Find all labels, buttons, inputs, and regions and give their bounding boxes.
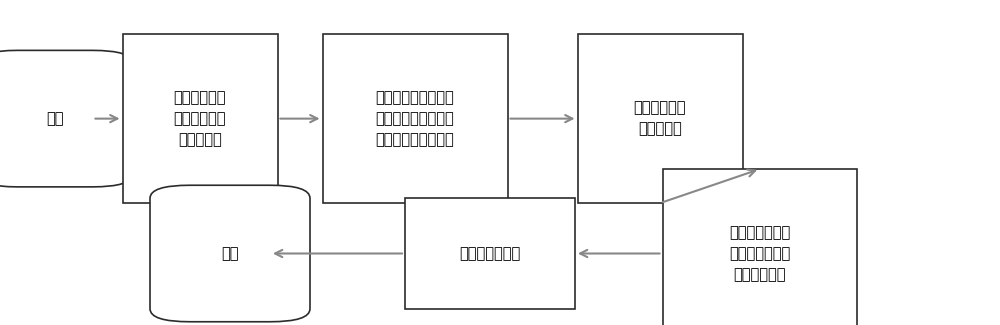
- FancyBboxPatch shape: [405, 198, 575, 309]
- FancyBboxPatch shape: [322, 34, 508, 203]
- Text: 建立行进规则
和换道规则: 建立行进规则 和换道规则: [634, 101, 686, 136]
- FancyBboxPatch shape: [0, 50, 132, 187]
- FancyBboxPatch shape: [123, 34, 278, 203]
- Text: 对车辆进行标记，建
立有信号灯参与的随
机分布车辆到达模型: 对车辆进行标记，建 立有信号灯参与的随 机分布车辆到达模型: [376, 90, 454, 147]
- Text: 开始: 开始: [46, 111, 64, 126]
- FancyBboxPatch shape: [662, 169, 857, 325]
- Text: 结束: 结束: [221, 246, 239, 261]
- Text: 将环岛及环道
划分成元胞并
建立坐标系: 将环岛及环道 划分成元胞并 建立坐标系: [174, 90, 226, 147]
- FancyBboxPatch shape: [150, 185, 310, 322]
- FancyBboxPatch shape: [578, 34, 742, 203]
- Text: 将交通流参数及
随机车辆模型输
入元胞自动机: 将交通流参数及 随机车辆模型输 入元胞自动机: [729, 225, 791, 282]
- Text: 进行交通流预测: 进行交通流预测: [459, 246, 521, 261]
